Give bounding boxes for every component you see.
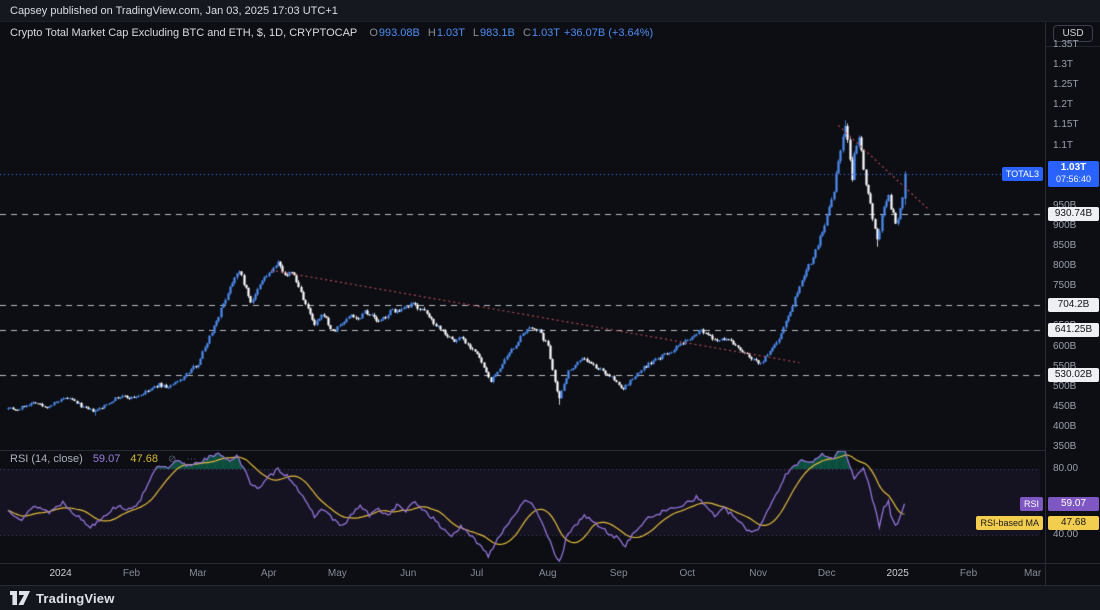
attribution-bar: Capsey published on TradingView.com, Jan… [0, 0, 1100, 22]
rsi-legend-value: 59.07 [92, 453, 121, 465]
time-axis[interactable]: 2024 Feb Mar Apr May Jun Jul Aug Sep Oct Nov Dec 202… [0, 563, 1100, 585]
tradingview-wordmark[interactable]: TradingView [36, 590, 115, 606]
price-axis-tick: 750B [1053, 280, 1077, 292]
price-axis-tick: 1.2T [1053, 99, 1074, 111]
time-axis-label[interactable]: Jun [400, 568, 417, 579]
currency-toggle-button[interactable]: USD [1053, 25, 1093, 42]
rsi-legend[interactable]: RSI (14, close) 59.07 47.68 ⊘ ⋯ [10, 453, 196, 465]
time-axis-label[interactable]: Feb [122, 568, 141, 579]
time-axis-label[interactable]: 2024 [49, 568, 72, 579]
price-axis-tick: 950B [1053, 199, 1077, 211]
price-level-badge[interactable]: 641.25B [1048, 322, 1099, 337]
symbol-legend[interactable]: Crypto Total Market Cap Excluding BTC an… [10, 27, 653, 39]
price-axis-tick: 1.15T [1053, 119, 1079, 131]
price-level-badge[interactable]: 704.2B [1048, 297, 1099, 312]
time-axis-label[interactable]: Sep [609, 568, 628, 579]
current-price-value: 1.03T [1060, 161, 1087, 173]
time-axis-label[interactable]: May [327, 568, 347, 579]
attribution-text: Capsey published on TradingView.com, Jan… [10, 5, 338, 17]
time-axis-label[interactable]: Aug [538, 568, 557, 579]
ohlc-open-value: 993.08B [378, 27, 420, 39]
scale-separator [1046, 46, 1100, 47]
time-axis-label[interactable]: Dec [817, 568, 836, 579]
price-axis-tick: 800B [1053, 260, 1077, 272]
symbol-title[interactable]: Crypto Total Market Cap Excluding BTC an… [10, 27, 358, 39]
rsi-ma-value-badge[interactable]: 47.68 [1048, 515, 1099, 530]
rsi-name-badge: RSI [1019, 496, 1043, 511]
rsi-ma-legend-value: 47.68 [130, 453, 158, 465]
axis-corner-border [1045, 563, 1046, 585]
price-axis-tick: 400B [1053, 420, 1077, 432]
time-axis-label[interactable]: Jul [470, 568, 484, 579]
price-level-badge[interactable]: 530.02B [1048, 367, 1099, 382]
price-axis-tick: 1.25T [1053, 79, 1079, 91]
ohlc-low-label: L [472, 27, 479, 39]
time-axis-label[interactable]: Mar [189, 568, 207, 579]
price-axis-tick: 350B [1053, 441, 1077, 452]
bar-countdown: 07:56:40 [1055, 173, 1092, 184]
chart-area: Crypto Total Market Cap Excluding BTC an… [0, 22, 1100, 585]
time-axis-label[interactable]: Feb [959, 568, 978, 579]
rsi-title[interactable]: RSI (14, close) [10, 453, 83, 465]
price-axis-tick: 1.1T [1053, 139, 1074, 151]
price-axis-tick: 450B [1053, 400, 1077, 412]
ohlc-change: +36.07B (+3.64%) [563, 27, 654, 39]
rsi-ma-name-badge: RSI-based MA [976, 515, 1043, 530]
time-axis-label[interactable]: Apr [260, 568, 277, 579]
ohlc-open-label: O [369, 27, 378, 39]
rsi-axis-tick: 40.00 [1053, 529, 1079, 541]
price-level-badge[interactable]: 930.74B [1048, 206, 1099, 221]
ohlc-close-label: C [522, 27, 531, 39]
price-axis-tick: 600B [1053, 340, 1077, 352]
price-axis-tick: 900B [1053, 219, 1077, 231]
price-axis-tick: 850B [1053, 240, 1077, 251]
ohlc-high-value: 1.03T [436, 27, 465, 39]
rsi-axis-tick: 80.00 [1053, 463, 1079, 474]
ohlc-high-label: H [427, 27, 436, 39]
footer-bar: TradingView [0, 585, 1100, 610]
price-axis-tick: 1.3T [1053, 59, 1074, 71]
rsi-more-icon[interactable]: ⋯ [186, 454, 197, 465]
price-axis-tick: 500B [1053, 380, 1077, 392]
tradingview-logo-icon[interactable] [10, 591, 30, 605]
chart-canvas[interactable] [0, 22, 1045, 563]
rsi-hide-icon[interactable]: ⊘ [168, 454, 177, 465]
symbol-name-badge: TOTAL3 [1001, 166, 1043, 181]
time-axis-label[interactable]: Oct [679, 568, 696, 579]
ohlc-close-value: 1.03T [531, 27, 560, 39]
ohlc-low-value: 983.1B [480, 27, 515, 39]
price-axis-tick: 1.35T [1053, 39, 1079, 50]
price-axis[interactable]: USD 1.35T1.3T1.25T1.2T1.15T1.1T1.05T950B… [1045, 22, 1100, 563]
current-price-badge[interactable]: 1.03T 07:56:40 [1048, 160, 1099, 187]
time-axis-label[interactable]: Nov [749, 568, 768, 579]
rsi-value-badge[interactable]: 59.07 [1048, 496, 1099, 511]
time-axis-label[interactable]: 2025 [886, 568, 909, 579]
time-axis-label[interactable]: Mar [1023, 568, 1042, 579]
price-axis-tick: 550B [1053, 360, 1077, 372]
pane-divider[interactable] [0, 450, 1100, 451]
